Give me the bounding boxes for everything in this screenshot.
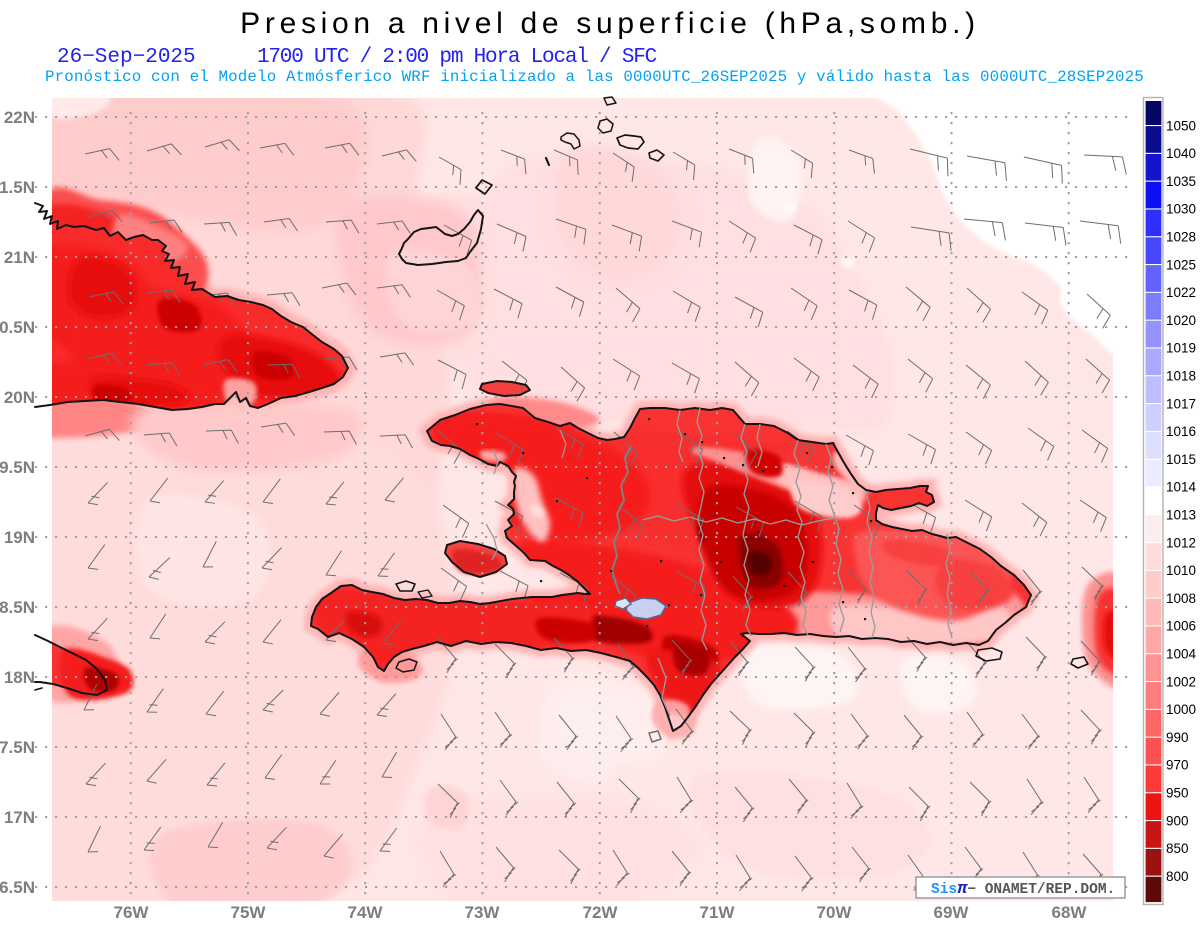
svg-text:75W: 75W [231, 903, 267, 922]
svg-text:21N: 21N [4, 248, 35, 267]
svg-text:1025: 1025 [1166, 257, 1196, 272]
svg-text:1008: 1008 [1166, 591, 1196, 606]
svg-text:1050: 1050 [1166, 118, 1196, 133]
svg-text:1028: 1028 [1166, 230, 1196, 245]
svg-text:20N: 20N [4, 388, 35, 407]
svg-text:1017: 1017 [1166, 396, 1196, 411]
svg-text:0.5N: 0.5N [0, 318, 35, 337]
svg-text:950: 950 [1166, 786, 1189, 801]
svg-text:17N: 17N [4, 808, 35, 827]
svg-text:1020: 1020 [1166, 313, 1196, 328]
svg-text:18N: 18N [4, 668, 35, 687]
svg-text:1022: 1022 [1166, 285, 1196, 300]
svg-text:71W: 71W [700, 903, 736, 922]
svg-text:1002: 1002 [1166, 674, 1196, 689]
svg-text:850: 850 [1166, 841, 1189, 856]
svg-text:1018: 1018 [1166, 369, 1196, 384]
svg-text:68W: 68W [1052, 903, 1088, 922]
svg-text:8.5N: 8.5N [0, 598, 35, 617]
svg-text:74W: 74W [348, 903, 384, 922]
svg-text:22N: 22N [4, 108, 35, 127]
svg-text:70W: 70W [817, 903, 853, 922]
svg-text:1014: 1014 [1166, 480, 1197, 495]
svg-text:1004: 1004 [1166, 647, 1197, 662]
svg-text:1010: 1010 [1166, 563, 1196, 578]
svg-text:1040: 1040 [1166, 146, 1196, 161]
svg-text:1006: 1006 [1166, 619, 1196, 634]
svg-text:19N: 19N [4, 528, 35, 547]
svg-text:26−Sep−2025: 26−Sep−2025 [57, 46, 196, 69]
svg-text:Pronóstico con el Modelo Atmós: Pronóstico con el Modelo Atmósferico WRF… [45, 68, 1144, 86]
svg-text:1700 UTC / 2:00 pm Hora Local: 1700 UTC / 2:00 pm Hora Local / SFC [257, 46, 657, 69]
svg-text:990: 990 [1166, 730, 1189, 745]
svg-text:970: 970 [1166, 758, 1189, 773]
svg-text:1013: 1013 [1166, 508, 1196, 523]
svg-text:1016: 1016 [1166, 424, 1196, 439]
svg-text:69W: 69W [934, 903, 970, 922]
svg-text:6.5N: 6.5N [0, 878, 35, 897]
svg-text:1019: 1019 [1166, 341, 1196, 356]
svg-text:1035: 1035 [1166, 174, 1196, 189]
svg-text:1015: 1015 [1166, 452, 1196, 467]
svg-text:900: 900 [1166, 813, 1189, 828]
svg-text:1000: 1000 [1166, 702, 1196, 717]
svg-text:7.5N: 7.5N [0, 738, 35, 757]
svg-text:Presion a nivel de superficie: Presion a nivel de superficie (hPa,somb.… [240, 7, 980, 40]
svg-text:76W: 76W [114, 903, 150, 922]
svg-text:1.5N: 1.5N [0, 178, 35, 197]
svg-text:1030: 1030 [1166, 202, 1196, 217]
svg-text:1012: 1012 [1166, 535, 1196, 550]
svg-text:72W: 72W [583, 903, 619, 922]
svg-text:9.5N: 9.5N [0, 458, 35, 477]
svg-text:73W: 73W [465, 903, 501, 922]
svg-text:800: 800 [1166, 869, 1189, 884]
svg-text:Sisπ− ONAMET/REP.DOM.: Sisπ− ONAMET/REP.DOM. [931, 880, 1115, 899]
